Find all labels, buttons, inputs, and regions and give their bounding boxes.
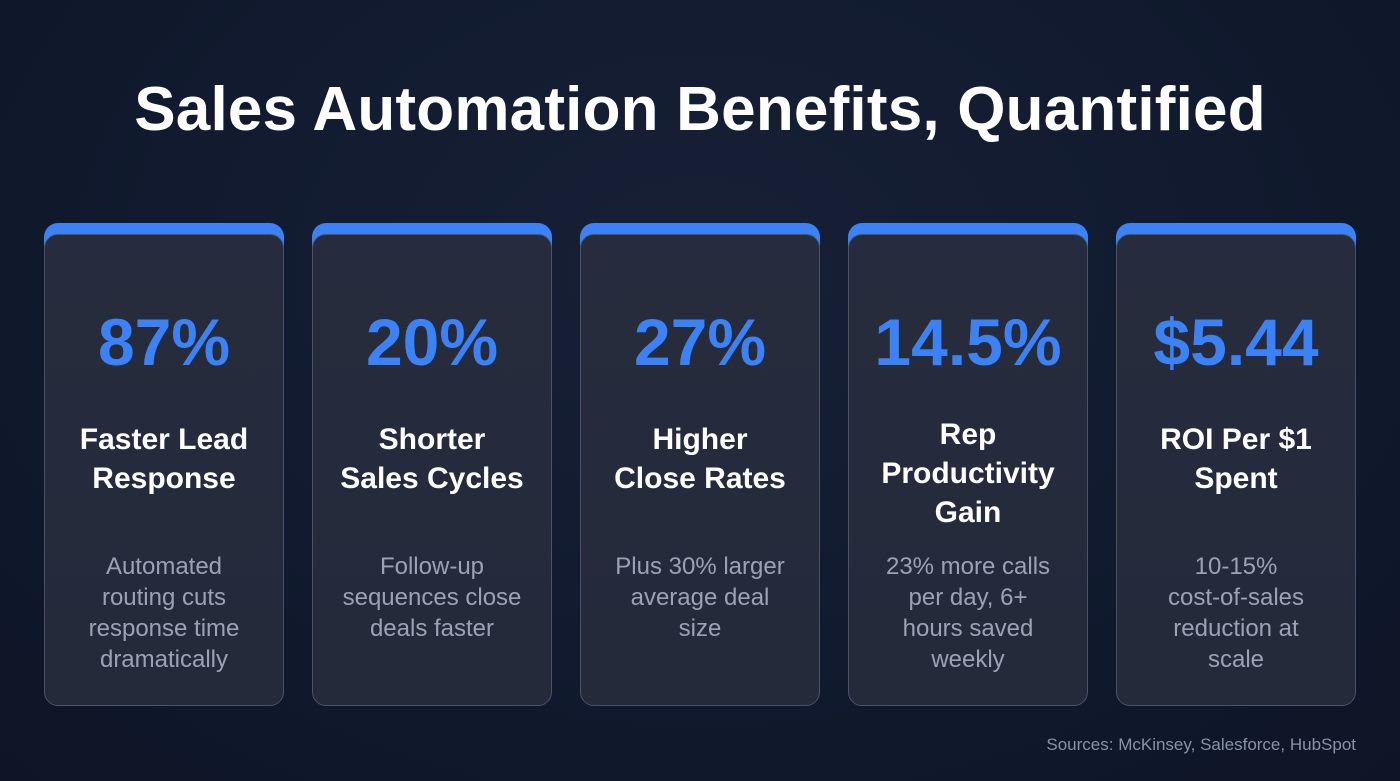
- stat-value: 87%: [97, 305, 231, 379]
- stat-label-line: Sales Cycles: [340, 462, 524, 495]
- stat-value: 14.5%: [874, 305, 1062, 379]
- description-line: hours saved: [902, 615, 1034, 642]
- stat-label-line: Higher: [652, 423, 748, 456]
- stat-value: 27%: [633, 305, 767, 379]
- card-body: 20% Shorter Sales Cycles Follow-up seque…: [312, 234, 552, 706]
- sources-footnote: Sources: McKinsey, Salesforce, HubSpot: [1046, 735, 1356, 754]
- description-line: 10-15%: [1194, 553, 1278, 580]
- stat-description: Follow-up sequences close deals faster: [327, 551, 537, 644]
- stat-description: Automated routing cuts response time dra…: [59, 551, 269, 675]
- stat-card-lead-response: 87% Faster Lead Response Automated routi…: [44, 223, 284, 706]
- card-body: 27% Higher Close Rates Plus 30% larger a…: [580, 234, 820, 706]
- description-line: size: [678, 615, 722, 642]
- description-line: response time: [88, 615, 240, 642]
- description-line: reduction at: [1173, 615, 1299, 642]
- page-title: Sales Automation Benefits, Quantified: [134, 75, 1266, 144]
- stat-description: 23% more calls per day, 6+ hours saved w…: [863, 551, 1073, 675]
- description-line: deals faster: [369, 615, 495, 642]
- description-line: routing cuts: [101, 584, 227, 611]
- stat-label-line: Rep: [939, 418, 997, 451]
- stat-label: Shorter Sales Cycles: [321, 420, 543, 498]
- stat-card-roi: $5.44 ROI Per $1 Spent 10-15% cost-of-sa…: [1116, 223, 1356, 706]
- stat-card-sales-cycles: 20% Shorter Sales Cycles Follow-up seque…: [312, 223, 552, 706]
- stat-label-line: Faster Lead: [79, 423, 249, 456]
- stat-label-line: Shorter: [378, 423, 486, 456]
- description-line: per day, 6+: [908, 584, 1028, 611]
- description-line: weekly: [931, 646, 1005, 673]
- stat-label-line: Response: [92, 462, 236, 495]
- stat-label: ROI Per $1 Spent: [1125, 420, 1347, 498]
- description-line: Plus 30% larger: [615, 553, 785, 580]
- stat-label-line: Productivity: [881, 457, 1055, 490]
- stat-label-line: Close Rates: [614, 462, 786, 495]
- stat-cards: 87% Faster Lead Response Automated routi…: [44, 223, 1356, 706]
- description-line: average deal: [630, 584, 770, 611]
- description-line: sequences close: [342, 584, 522, 611]
- description-line: dramatically: [99, 646, 229, 673]
- description-line: cost-of-sales: [1167, 584, 1305, 611]
- stat-label-line: Spent: [1194, 462, 1278, 495]
- description-line: Automated: [105, 553, 223, 580]
- stat-label: Faster Lead Response: [53, 420, 275, 498]
- description-line: scale: [1207, 646, 1265, 673]
- stat-description: 10-15% cost-of-sales reduction at scale: [1131, 551, 1341, 675]
- stat-value: $5.44: [1153, 305, 1319, 379]
- card-body: 14.5% Rep Productivity Gain 23% more cal…: [848, 234, 1088, 706]
- stat-label: Rep Productivity Gain: [857, 415, 1079, 532]
- stat-label: Higher Close Rates: [589, 420, 811, 498]
- card-body: $5.44 ROI Per $1 Spent 10-15% cost-of-sa…: [1116, 234, 1356, 706]
- card-body: 87% Faster Lead Response Automated routi…: [44, 234, 284, 706]
- stat-label-line: ROI Per $1: [1160, 423, 1312, 456]
- description-line: Follow-up: [379, 553, 485, 580]
- stat-value: 20%: [365, 305, 499, 379]
- stat-card-rep-productivity: 14.5% Rep Productivity Gain 23% more cal…: [848, 223, 1088, 706]
- stat-description: Plus 30% larger average deal size: [595, 551, 805, 644]
- stat-label-line: Gain: [934, 496, 1002, 529]
- description-line: 23% more calls: [885, 553, 1051, 580]
- stat-card-close-rates: 27% Higher Close Rates Plus 30% larger a…: [580, 223, 820, 706]
